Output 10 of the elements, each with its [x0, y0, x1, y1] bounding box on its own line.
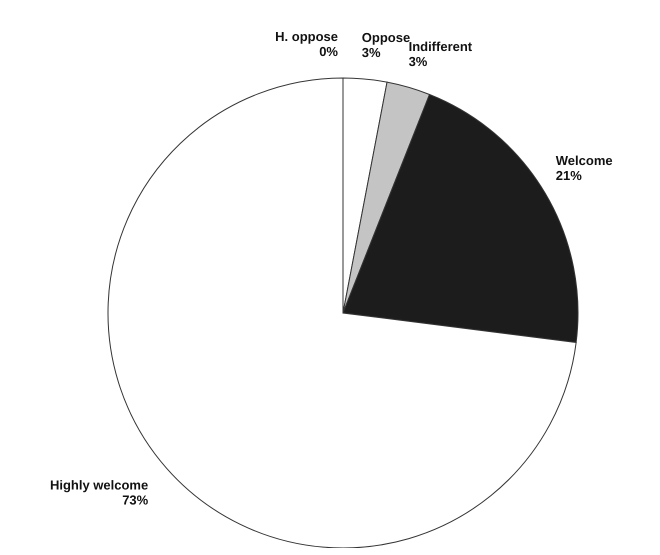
category-label: H. oppose — [275, 29, 338, 44]
text: 0% — [319, 44, 338, 59]
slice-label: Highly welcome — [50, 477, 148, 492]
slice-label: Welcome — [556, 153, 613, 168]
data-label: 73% — [122, 492, 149, 508]
slice-label: Oppose — [362, 30, 410, 46]
data-label: 21% — [556, 168, 582, 184]
slice-label: Indifferent — [408, 39, 473, 54]
data-label: 3% — [362, 45, 382, 60]
data-label: 3% — [408, 54, 428, 70]
